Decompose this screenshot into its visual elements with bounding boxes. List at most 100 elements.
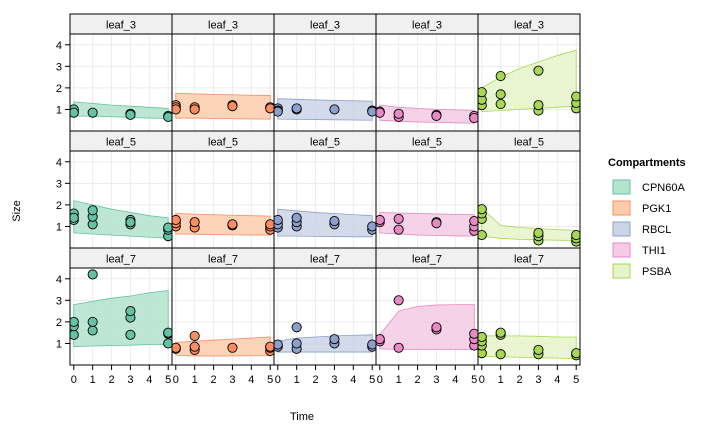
strip-label: leaf_7 <box>106 254 136 266</box>
data-point <box>189 341 200 352</box>
strip-label: leaf_3 <box>412 20 442 32</box>
panel-leaf_7-PSBA <box>478 327 580 361</box>
data-point <box>125 109 136 120</box>
y-tick-label: 3 <box>56 61 62 73</box>
panel-leaf_7-RBCL <box>274 322 376 354</box>
data-point <box>163 111 172 123</box>
y-tick-label: 1 <box>56 338 62 350</box>
data-point <box>431 322 442 333</box>
data-point <box>87 205 98 216</box>
panel-leaf_7-PGK1 <box>172 330 274 357</box>
data-point <box>533 100 544 111</box>
legend-swatch <box>612 242 631 258</box>
data-point <box>172 214 181 226</box>
strip-label: leaf_5 <box>412 137 442 149</box>
data-point <box>478 87 487 98</box>
data-point <box>533 65 544 76</box>
data-point <box>376 107 385 118</box>
x-tick-label: 5 <box>471 374 477 386</box>
data-point <box>87 325 98 336</box>
data-point <box>87 269 98 280</box>
y-tick-label: 1 <box>56 104 62 116</box>
x-tick-label: 3 <box>535 374 541 386</box>
x-tick-label: 5 <box>165 374 171 386</box>
legend-swatch <box>612 221 631 237</box>
data-point <box>393 295 404 306</box>
data-point <box>265 341 274 352</box>
data-point <box>393 342 404 353</box>
x-tick-label: 0 <box>275 374 281 386</box>
panel-leaf_7-THI1 <box>376 295 478 353</box>
x-tick-label: 4 <box>452 374 458 386</box>
data-point <box>189 330 200 341</box>
x-tick-label: 1 <box>498 374 504 386</box>
panel-border <box>477 150 581 249</box>
y-tick-label: 2 <box>56 83 62 95</box>
data-point <box>571 91 580 102</box>
panel-leaf_5-PSBA <box>478 204 580 247</box>
strip-label: leaf_7 <box>208 254 238 266</box>
legend-swatch <box>612 263 631 279</box>
x-tick-label: 4 <box>350 374 356 386</box>
data-point <box>172 104 181 115</box>
data-point <box>87 107 98 118</box>
x-tick-label: 3 <box>331 374 337 386</box>
panel-border <box>477 33 581 132</box>
x-tick-label: 4 <box>146 374 152 386</box>
y-tick-label: 4 <box>56 40 62 52</box>
legend-item-label: RBCL <box>642 224 671 236</box>
data-point <box>227 342 238 353</box>
x-axis-label: Time <box>290 411 314 423</box>
data-point <box>329 216 340 227</box>
data-point <box>329 104 340 115</box>
legend-item-label: PGK1 <box>642 203 671 215</box>
x-tick-label: 1 <box>294 374 300 386</box>
prediction-band <box>175 213 271 236</box>
x-tick-label: 5 <box>267 374 273 386</box>
data-point <box>70 212 79 223</box>
x-tick-label: 2 <box>312 374 318 386</box>
data-point <box>227 219 238 230</box>
panel-leaf_3-PGK1 <box>172 92 274 120</box>
data-point <box>571 348 580 359</box>
data-point <box>495 70 506 82</box>
panel-leaf_5-THI1 <box>376 212 478 237</box>
y-tick-label: 4 <box>56 274 62 286</box>
strip-label: leaf_7 <box>412 254 442 266</box>
y-tick-label: 1 <box>56 221 62 233</box>
data-point <box>376 334 385 345</box>
data-point <box>367 339 376 350</box>
data-point <box>367 106 376 117</box>
legend: Compartments CPN60A PGK1 RBCL THI1 PSBA <box>608 157 686 279</box>
x-tick-label: 0 <box>479 374 485 386</box>
panel-leaf_7-CPN60A <box>70 269 172 349</box>
x-tick-label: 0 <box>173 374 179 386</box>
x-tick-label: 0 <box>71 374 77 386</box>
data-point <box>495 349 506 360</box>
y-tick-label: 3 <box>56 295 62 307</box>
data-point <box>274 214 283 226</box>
panel-leaf_5-PGK1 <box>172 213 274 236</box>
data-point <box>70 107 79 118</box>
x-tick-label: 2 <box>210 374 216 386</box>
data-point <box>274 339 283 350</box>
data-point <box>376 214 385 226</box>
strip-label: leaf_3 <box>514 20 544 32</box>
x-tick-label: 4 <box>248 374 254 386</box>
data-point <box>495 327 506 338</box>
data-point <box>478 230 487 241</box>
x-tick-label: 3 <box>433 374 439 386</box>
data-point <box>393 213 404 224</box>
data-point <box>329 334 340 345</box>
x-tick-label: 5 <box>573 374 579 386</box>
y-tick-label: 3 <box>56 178 62 190</box>
x-tick-label: 2 <box>108 374 114 386</box>
prediction-band <box>175 92 271 120</box>
strip-label: leaf_7 <box>310 254 340 266</box>
data-point <box>70 316 79 327</box>
data-point <box>125 329 136 340</box>
panel-leaf_5-CPN60A <box>70 200 172 242</box>
strip-label: leaf_3 <box>208 20 238 32</box>
